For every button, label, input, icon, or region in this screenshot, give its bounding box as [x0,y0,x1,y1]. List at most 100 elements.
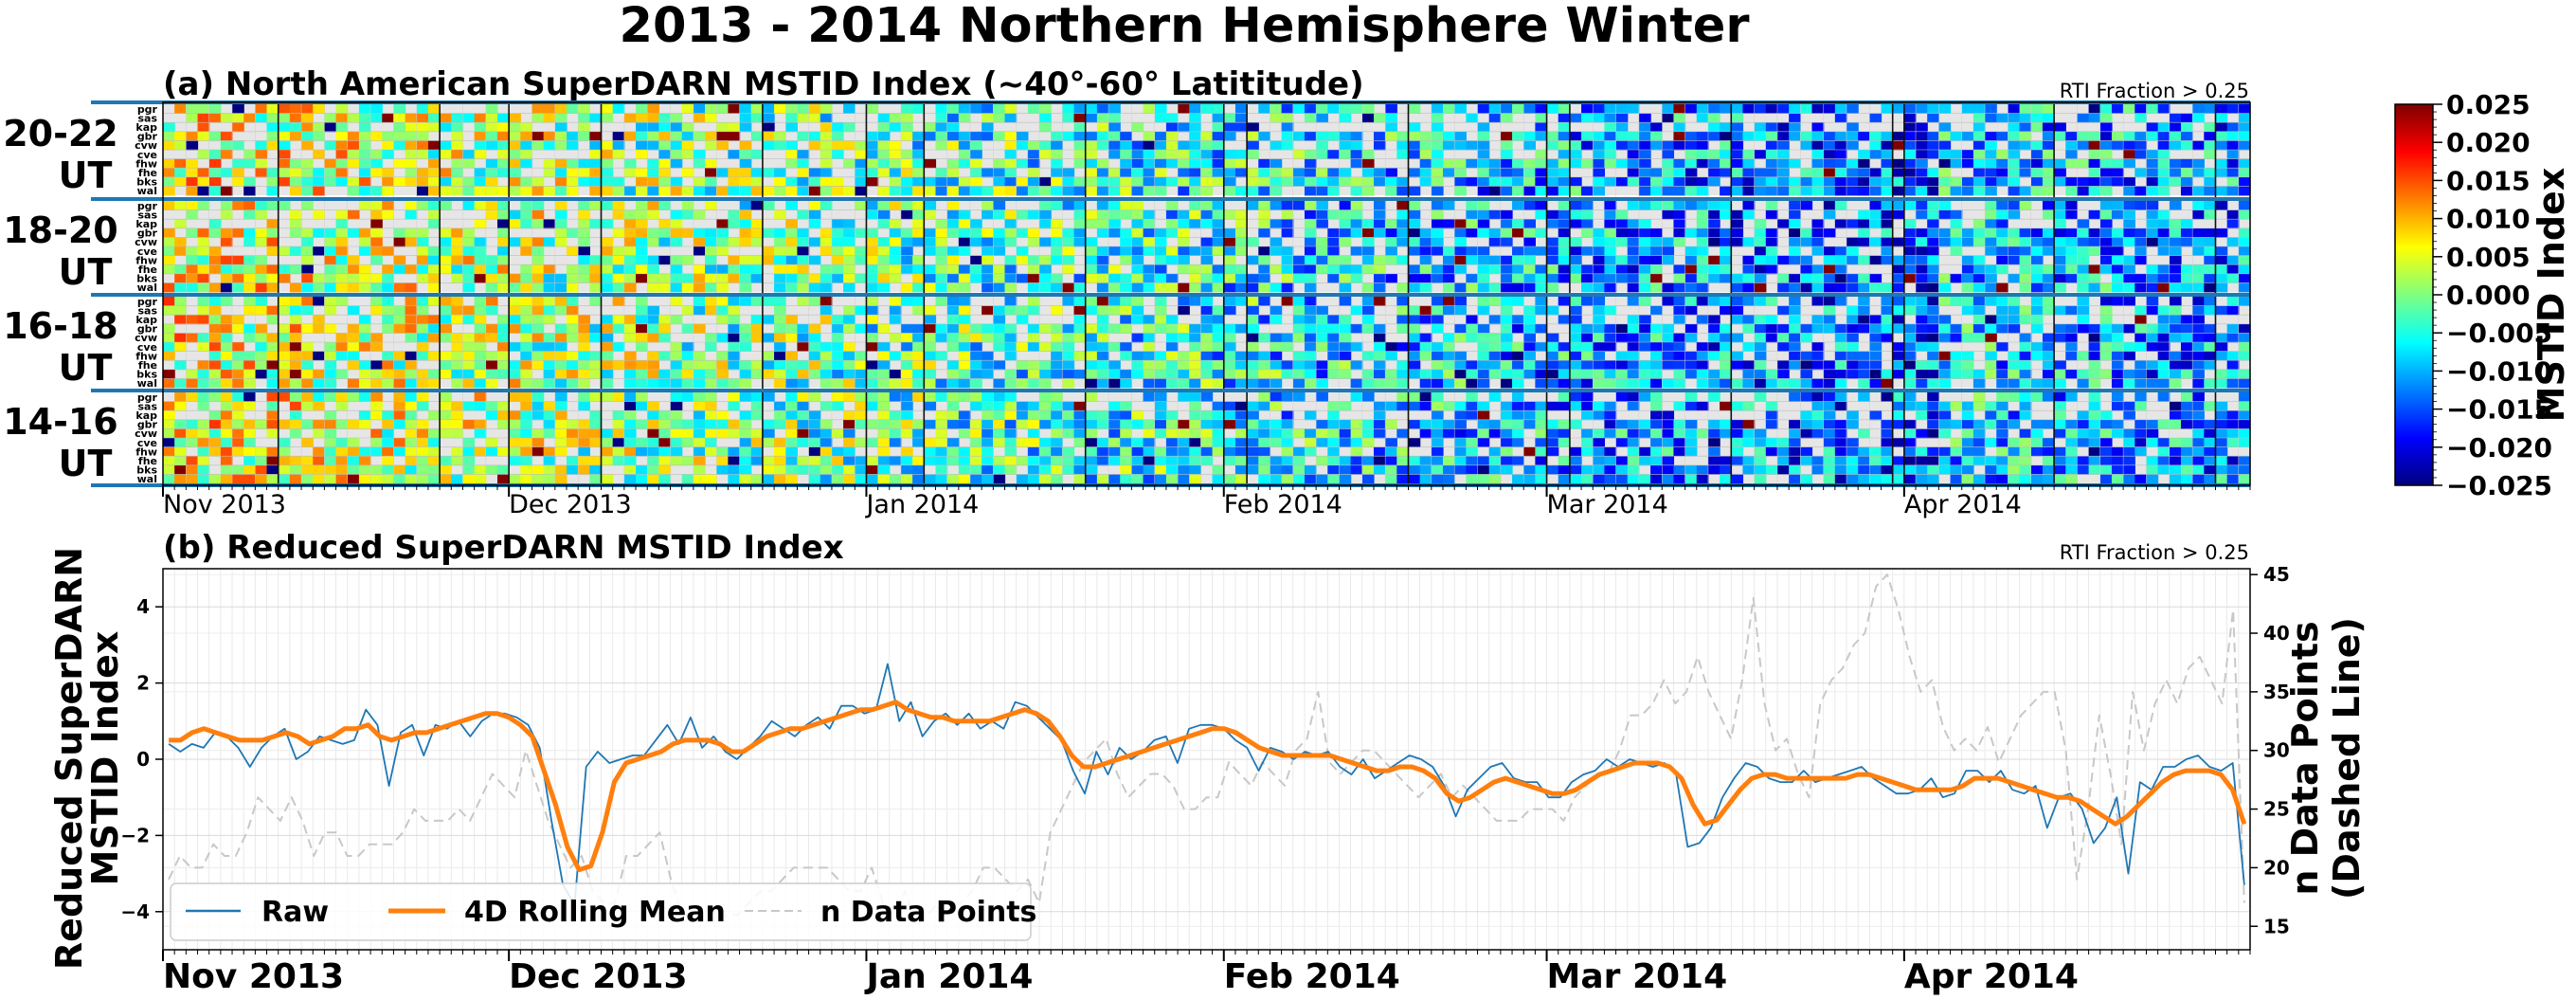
heatmap-cell [520,446,533,457]
heatmap-cell [313,273,325,283]
heatmap-cell [347,333,360,343]
heatmap-cell [427,333,441,343]
heatmap-cell [1189,201,1202,210]
heatmap-cell [1789,255,1801,265]
heatmap-cell [1258,369,1271,379]
heatmap-cell [2042,168,2055,178]
heatmap-cell [1811,176,1825,187]
heatmap-cell [1996,428,2009,439]
heatmap-cell [1927,305,1939,316]
heatmap-cell [866,168,879,178]
heatmap-cell [255,158,268,169]
heatmap-cell [1973,428,1986,439]
heatmap-cell [2157,333,2171,343]
heatmap-cell [1316,392,1328,402]
heatmap-cell [1627,150,1640,159]
heatmap-cell [1776,131,1790,141]
heatmap-cell [1270,305,1283,316]
heatmap-cell [889,186,902,196]
heatmap-cell [1927,168,1939,178]
heatmap-cell [982,168,994,178]
heatmap-cell [1131,351,1144,361]
heatmap-cell [1385,131,1397,141]
heatmap-cell [2123,297,2135,306]
heatmap-cell [496,209,510,220]
heatmap-cell [1742,176,1756,187]
heatmap-cell [2192,401,2205,411]
heatmap-cell [1096,104,1109,114]
heatmap-cell [1903,392,1917,402]
heatmap-cell [693,264,706,275]
heatmap-cell [1927,323,1939,334]
heatmap-cell [2065,323,2079,334]
heatmap-cell [232,428,244,439]
heatmap-cell [1027,150,1040,159]
heatmap-cell [855,360,868,371]
heatmap-cell [1120,237,1132,247]
heatmap-cell [1638,237,1651,247]
heatmap-cell [1569,351,1582,361]
heatmap-cell [1165,378,1179,389]
heatmap-cell [993,158,1006,169]
heatmap-cell [509,158,521,169]
heatmap-cell [1096,378,1109,389]
heatmap-cell [1858,255,1870,265]
heatmap-cell [451,255,464,265]
heatmap-cell [1684,351,1698,361]
heatmap-cell [578,401,590,411]
heatmap-cell [416,122,429,133]
heatmap-cell [2169,282,2182,293]
heatmap-cell [1707,176,1720,187]
heatmap-cell [785,378,799,389]
heatmap-cell [440,122,452,133]
heatmap-cell [335,401,349,411]
heatmap-cell [1027,282,1040,293]
heatmap-cell [232,419,244,429]
heatmap-cell [658,168,672,178]
heatmap-cell [1789,282,1801,293]
heatmap-cell [2146,158,2159,169]
heatmap-cell [1916,246,1928,256]
heatmap-cell [1419,273,1432,283]
heatmap-cell [2146,237,2159,247]
heatmap-cell [1765,419,1778,429]
heatmap-cell [197,122,210,133]
heatmap-cell [1223,186,1236,196]
heatmap-cell [2042,342,2055,352]
heatmap-cell [1178,360,1190,371]
heatmap-cell [1200,209,1214,220]
heatmap-cell [2054,360,2066,371]
heatmap-cell [578,158,590,169]
heatmap-cell [1662,113,1675,123]
heatmap-cell [2146,282,2159,293]
heatmap-cell [1707,419,1720,429]
heatmap-cell [797,401,810,411]
heatmap-cell [1823,158,1836,169]
heatmap-cell [335,446,349,457]
heatmap-cell [969,150,982,159]
heatmap-cell [728,428,741,439]
heatmap-cell [174,264,187,275]
heatmap-cell [1165,333,1179,343]
heatmap-cell [1593,264,1606,275]
heatmap-cell [808,219,821,229]
heatmap-cell [358,282,371,293]
heatmap-cell [889,176,902,187]
heatmap-cell [2192,227,2205,238]
heatmap-cell [2030,428,2044,439]
heatmap-cell [1662,323,1675,334]
heatmap-cell [416,315,429,325]
heatmap-cell [370,333,383,343]
heatmap-cell [208,282,222,293]
heatmap-cell [1765,246,1778,256]
heatmap-cell [1523,264,1536,275]
heatmap-cell [1881,168,1894,178]
heatmap-cell [774,264,786,275]
heatmap-cell [243,113,256,123]
heatmap-cell [462,351,476,361]
heatmap-cell [1500,428,1513,439]
heatmap-cell [1396,282,1410,293]
heatmap-cell [2008,131,2021,141]
heatmap-cell [451,315,464,325]
heatmap-cell [1292,428,1306,439]
